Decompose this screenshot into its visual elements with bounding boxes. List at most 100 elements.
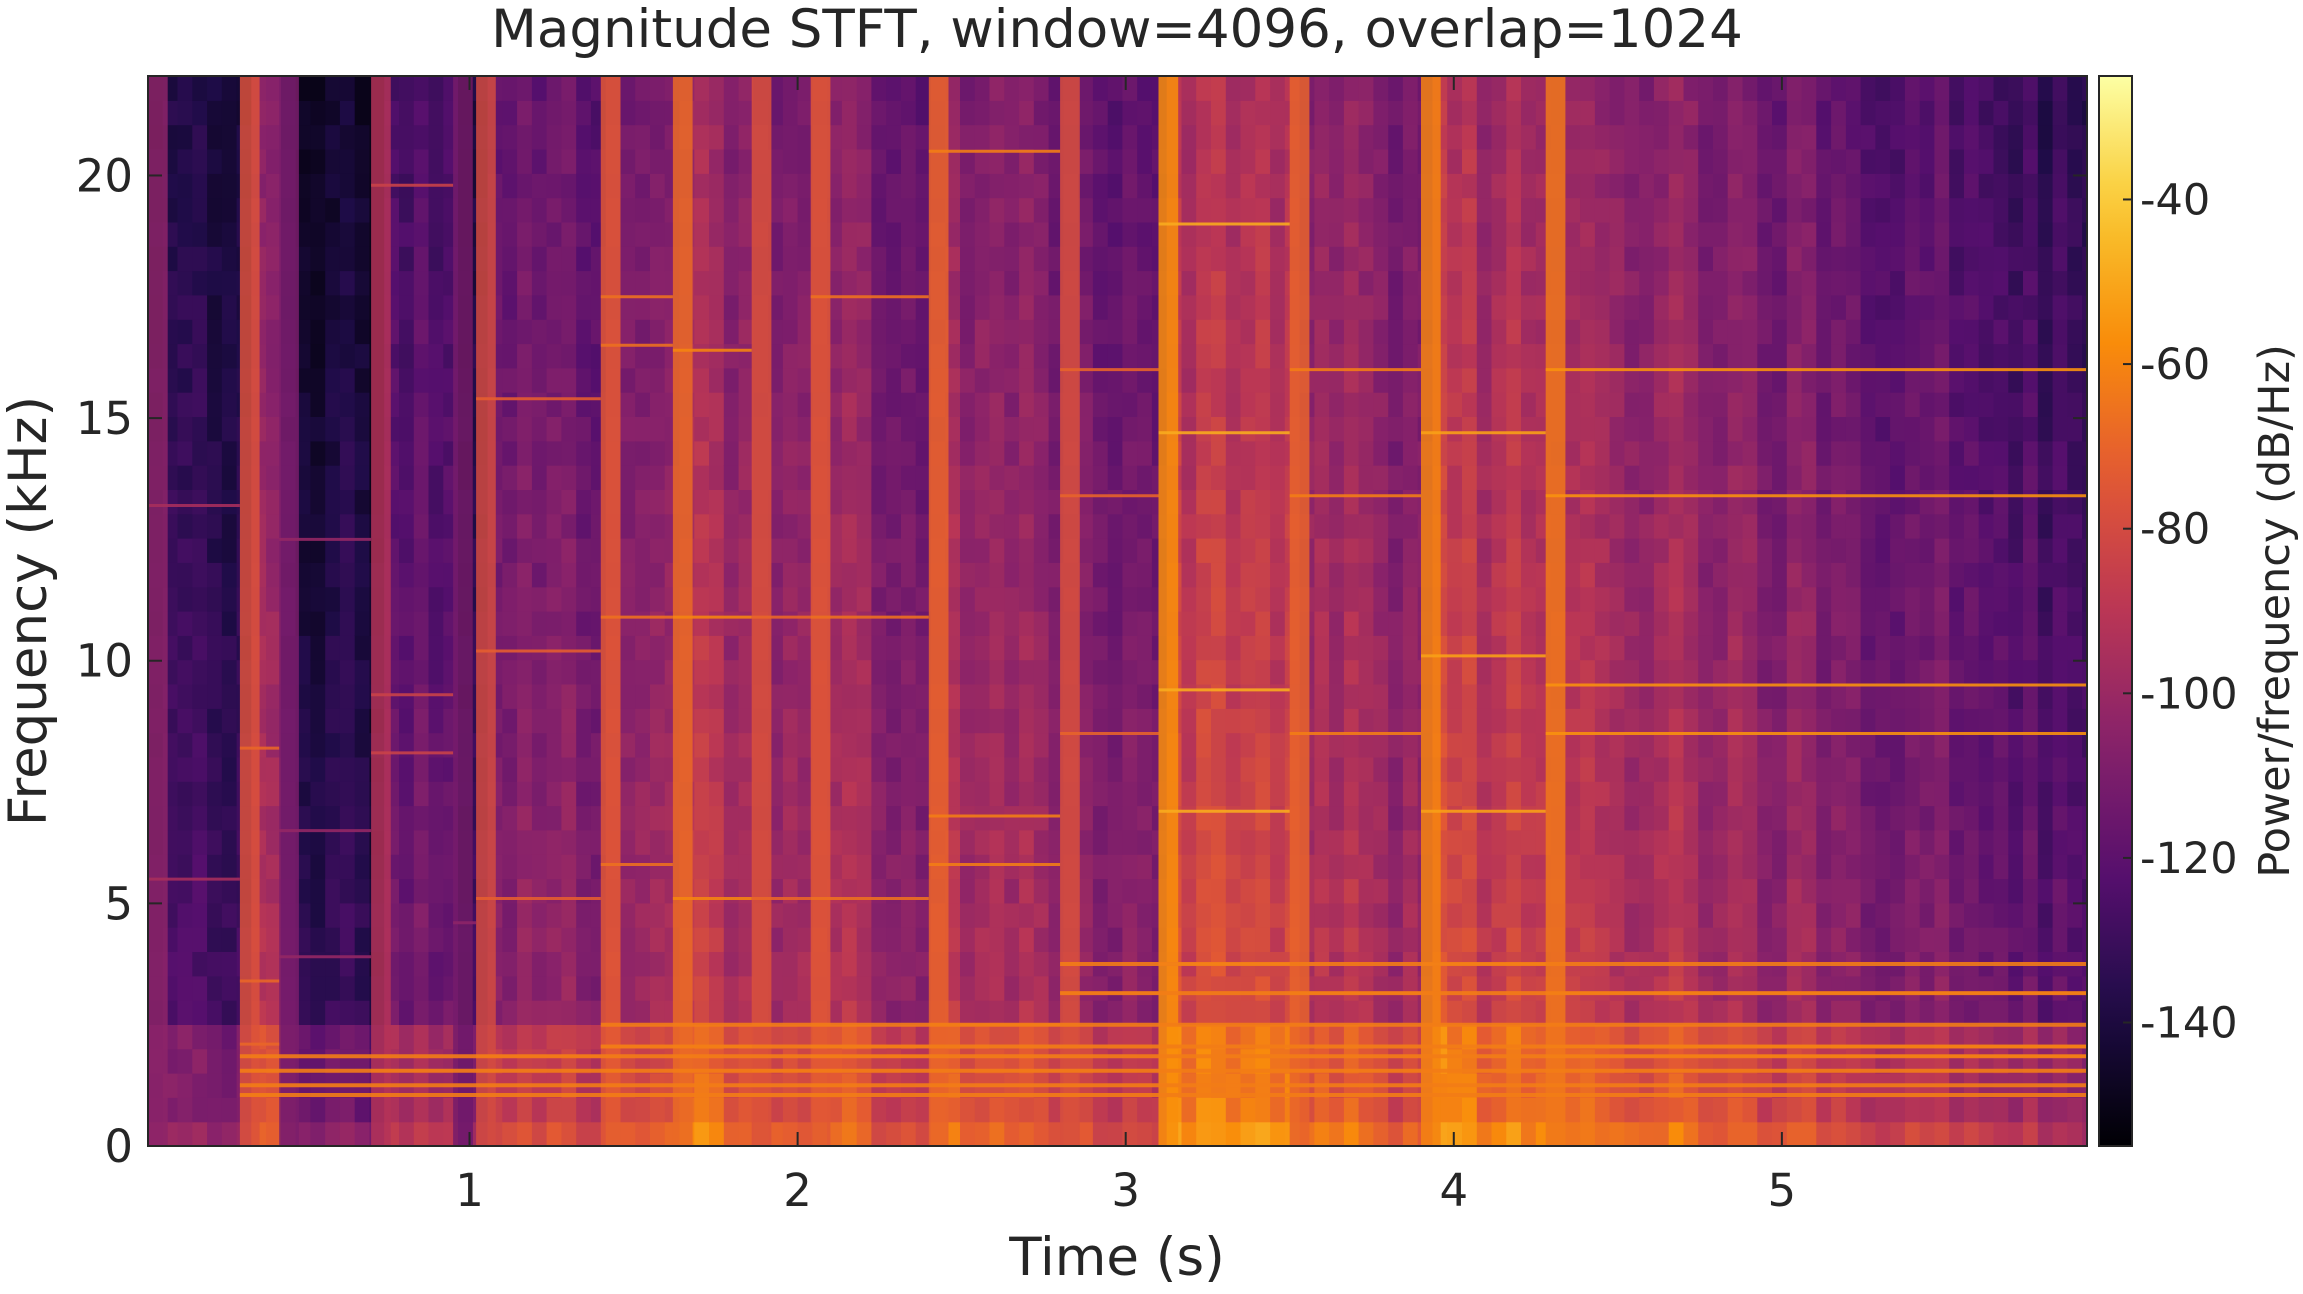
spectrogram-cell [782, 270, 799, 296]
spectrogram-cell [871, 732, 887, 758]
spectrogram-cell [768, 513, 784, 539]
spectrogram-cell [1196, 465, 1212, 490]
spectrogram-cell [1373, 197, 1389, 223]
spectrogram-cell [620, 1024, 636, 1050]
spectrogram-cell [945, 902, 961, 928]
spectrogram-cell [177, 562, 193, 588]
spectrogram-cell [1580, 100, 1596, 126]
spectrogram-cell [1033, 392, 1050, 417]
spectrogram-cell [1033, 1000, 1050, 1025]
spectrogram-cell [1639, 684, 1655, 709]
spectrogram-cell [1624, 659, 1640, 685]
spectrogram-cell [1727, 465, 1744, 490]
spectrogram-cell [1137, 756, 1153, 782]
spectrogram-cell [709, 489, 725, 515]
spectrogram-cell [1343, 1121, 1360, 1146]
spectrogram-cell [1639, 76, 1655, 101]
spectrogram-cell [694, 586, 710, 612]
spectrogram-cell [650, 221, 666, 247]
spectrogram-cell [738, 781, 754, 807]
spectrogram-cell [1181, 319, 1197, 345]
spectrogram-cell [1624, 927, 1640, 952]
spectrogram-cell [974, 562, 991, 588]
spectrogram-cell [1402, 854, 1419, 880]
spectrogram-cell [709, 270, 725, 296]
spectrogram-cell [413, 270, 430, 296]
spectrogram-cell [1506, 392, 1522, 417]
spectrogram-cell [561, 1121, 577, 1146]
spectrogram-cell [1624, 1000, 1640, 1025]
spectrogram-cell [1580, 124, 1596, 150]
spectrogram-cell [221, 1097, 238, 1123]
spectrogram-cell [1698, 659, 1714, 685]
spectrogram-cell [192, 902, 208, 928]
spectrogram-cell [886, 635, 902, 661]
spectrogram-cell [266, 708, 282, 734]
spectrogram-cell [1373, 756, 1389, 782]
spectrogram-cell [915, 1024, 932, 1050]
spectrogram-cell [960, 197, 976, 223]
spectrogram-cell [576, 902, 592, 928]
spectrogram-cell [207, 246, 223, 272]
spectrogram-cell [310, 343, 326, 369]
spectrogram-cell [1580, 270, 1596, 296]
spectrogram-cell [177, 732, 193, 758]
spectrogram-cell [1181, 149, 1197, 174]
spectrogram-cell [399, 1121, 415, 1146]
spectrogram-cell [1772, 1024, 1788, 1050]
spectrogram-cell [428, 659, 444, 685]
spectrogram-cell [1742, 829, 1758, 855]
spectrogram-cell [974, 708, 991, 734]
spectrogram-cell [1713, 829, 1729, 855]
spectrogram-cell [1447, 684, 1463, 709]
spectrogram-cell [1196, 173, 1212, 199]
spectrogram-cell [1668, 343, 1685, 369]
spectrogram-cell [1713, 659, 1729, 685]
spectrogram-cell [1565, 1097, 1581, 1123]
spectrogram-cell [635, 854, 651, 880]
spectrogram-cell [1521, 416, 1537, 442]
spectrogram-cell [1122, 708, 1138, 734]
spectrogram-cell [1211, 927, 1227, 952]
spectrogram-cell [650, 440, 666, 466]
spectrogram-cell [1137, 1000, 1153, 1025]
spectrogram-cell [1801, 1000, 1817, 1025]
spectrogram-cell [945, 878, 961, 904]
spectrogram-cell [1358, 416, 1374, 442]
spectrogram-cell [1019, 1097, 1035, 1123]
spectrogram-cell [266, 465, 282, 490]
spectrogram-cell [546, 76, 562, 101]
spectrogram-cell [561, 684, 577, 709]
spectrogram-cell [1786, 635, 1803, 661]
spectrogram-cell [1329, 76, 1345, 101]
spectrogram-cell [1019, 829, 1035, 855]
spectrogram-cell [709, 173, 725, 199]
spectrogram-cell [1506, 149, 1522, 174]
spectrogram-cell [310, 270, 326, 296]
spectrogram-cell [1727, 538, 1744, 563]
spectrogram-cell [827, 513, 843, 539]
spectrogram-cell [915, 343, 932, 369]
spectrogram-cell [1211, 829, 1227, 855]
spectrogram-cell [1609, 878, 1625, 904]
spectrogram-cell [635, 805, 651, 831]
spectrogram-cell [531, 221, 548, 247]
spectrogram-cell [1255, 659, 1271, 685]
spectrogram-cell [768, 197, 784, 223]
spectrogram-cell [1314, 513, 1330, 539]
spectrogram-cell [960, 829, 976, 855]
spectrogram-cell [561, 440, 577, 466]
spectrogram-cell [1358, 1097, 1374, 1123]
spectrogram-cell [1727, 902, 1744, 928]
spectrogram-cell [1078, 465, 1094, 490]
spectrogram-cell [723, 392, 740, 417]
spectrogram-cell [856, 854, 873, 880]
spectrogram-cell [1683, 732, 1699, 758]
spectrogram-cell [266, 294, 282, 320]
spectrogram-cell [1624, 392, 1640, 417]
spectrogram-cell [339, 100, 356, 126]
spectrogram-cell [1580, 513, 1596, 539]
spectrogram-cell [1122, 173, 1138, 199]
spectrogram-cell [339, 319, 356, 345]
spectrogram-cell [1078, 611, 1094, 636]
